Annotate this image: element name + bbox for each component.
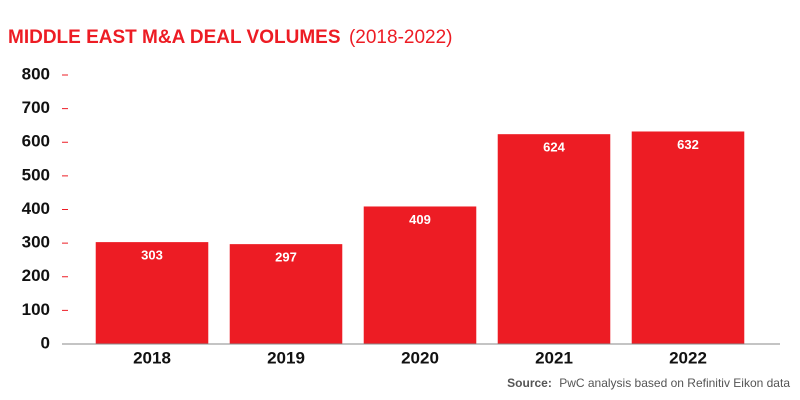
y-tick-label: 100 [22, 300, 50, 319]
source-label: Source: [507, 376, 552, 390]
bar [229, 244, 343, 344]
value-label: 303 [141, 248, 163, 263]
y-tick-label: 800 [22, 64, 50, 83]
subtitle: (2018-2022) [349, 27, 453, 48]
value-label: 297 [275, 250, 297, 265]
x-tick-label: 2019 [267, 348, 305, 367]
bar [363, 206, 477, 344]
value-label: 624 [543, 140, 565, 155]
source-text: PwC analysis based on Refinitiv Eikon da… [559, 376, 790, 390]
value-label: 632 [677, 137, 699, 152]
x-tick-label: 2020 [401, 348, 439, 367]
y-tick-label: 200 [22, 266, 50, 285]
bar [631, 131, 745, 344]
bar [497, 134, 611, 344]
y-tick-label: 700 [22, 98, 50, 117]
value-label: 409 [409, 212, 431, 227]
bar [95, 242, 209, 344]
source: Source: PwC analysis based on Refinitiv … [507, 376, 790, 390]
y-tick-label: 500 [22, 165, 50, 184]
x-tick-label: 2018 [133, 348, 171, 367]
y-tick-label: 400 [22, 199, 50, 218]
title: MIDDLE EAST M&A DEAL VOLUMES [8, 27, 341, 48]
x-tick-label: 2021 [535, 348, 573, 367]
y-tick-label: 300 [22, 233, 50, 252]
chart-title: MIDDLE EAST M&A DEAL VOLUMES (2018-2022) [8, 27, 453, 48]
x-tick-label: 2022 [669, 348, 707, 367]
y-tick-label: 0 [41, 333, 50, 352]
y-tick-label: 600 [22, 132, 50, 151]
